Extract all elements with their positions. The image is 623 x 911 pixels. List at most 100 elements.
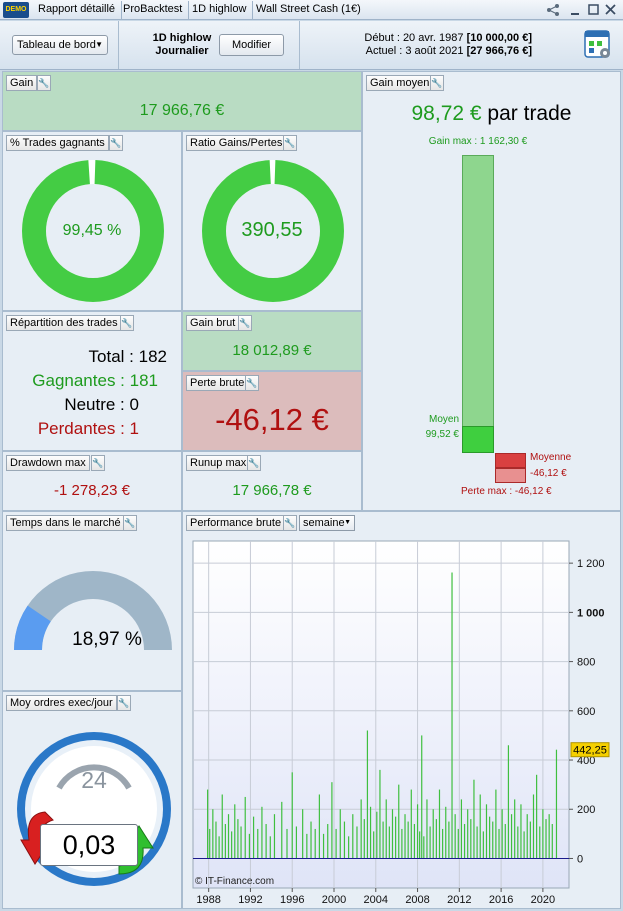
tab-strategy[interactable]: 1D highlow bbox=[186, 1, 254, 19]
win-rate-arc bbox=[22, 160, 164, 302]
modify-button[interactable]: Modifier bbox=[219, 34, 284, 56]
losers-label: Perdantes : bbox=[37, 419, 125, 438]
panel-title: Ratio Gains/Pertes bbox=[186, 135, 287, 151]
time-in-market-panel: Temps dans le marché 🔧 18,97 % bbox=[2, 511, 182, 691]
wrench-icon[interactable]: 🔧 bbox=[123, 515, 137, 531]
wrench-icon[interactable]: 🔧 bbox=[37, 75, 51, 91]
orders-per-day-value: 0,03 bbox=[40, 824, 138, 866]
wrench-icon[interactable]: 🔧 bbox=[283, 515, 297, 531]
wrench-icon[interactable]: 🔧 bbox=[283, 135, 297, 151]
maximize-icon[interactable] bbox=[588, 4, 599, 15]
current-date: 3 août 2021 bbox=[405, 45, 464, 57]
x-tick-label: 2008 bbox=[405, 894, 429, 906]
x-tick-label: 1992 bbox=[238, 894, 262, 906]
average-gain-suffix: par trade bbox=[487, 102, 572, 125]
ratio-value: 390,55 bbox=[241, 219, 303, 241]
max-loss-label: Perte max : -46,12 € bbox=[461, 486, 552, 497]
wrench-icon[interactable]: 🔧 bbox=[245, 375, 259, 391]
share-icon[interactable] bbox=[546, 3, 560, 17]
view-dropdown[interactable]: Tableau de bord ▼ bbox=[12, 35, 108, 55]
x-tick-label: 2012 bbox=[447, 894, 471, 906]
x-tick-label: 2004 bbox=[364, 894, 388, 906]
average-gain-bar bbox=[462, 426, 494, 453]
start-label: Début : bbox=[364, 32, 400, 44]
win-rate-panel: % Trades gagnants 🔧 99,45 % bbox=[2, 131, 182, 311]
chevron-down-icon: ▼ bbox=[95, 40, 103, 49]
gauge-fill bbox=[14, 605, 51, 650]
current-capital: [27 966,76 €] bbox=[466, 45, 532, 57]
performance-chart[interactable]: 0 200 400 600 800 1 000 1 200 1988 1992 1996 2000… bbox=[183, 538, 620, 908]
x-tick-label: 1996 bbox=[280, 894, 304, 906]
period-dropdown-label: semaine bbox=[303, 517, 345, 529]
winners-row: Gagnantes : 181 bbox=[3, 369, 178, 393]
total-label: Total : bbox=[88, 347, 134, 366]
divider bbox=[299, 21, 300, 69]
last-value-marker: 442,25 bbox=[570, 742, 610, 758]
runup-panel: Runup max 🔧 17 966,78 € bbox=[182, 451, 362, 511]
tab-bar: DEMO Rapport détaillé ProBacktest 1D hig… bbox=[0, 0, 623, 20]
average-gain-panel: Gain moyen 🔧 98,72 € par trade Gain max … bbox=[362, 71, 621, 511]
tab-probacktest[interactable]: ProBacktest bbox=[117, 1, 190, 19]
panel-title: Performance brute bbox=[186, 515, 286, 531]
wrench-icon[interactable]: 🔧 bbox=[91, 455, 105, 471]
panel-title: Temps dans le marché bbox=[6, 515, 125, 531]
current-label: Actuel : bbox=[365, 45, 403, 57]
gauge-track bbox=[14, 571, 172, 650]
x-tick-label: 1988 bbox=[196, 894, 220, 906]
plot-area bbox=[192, 540, 570, 889]
average-label: Moyen bbox=[428, 414, 459, 425]
winners-label: Gagnantes : bbox=[32, 371, 125, 390]
wrench-icon[interactable]: 🔧 bbox=[247, 455, 261, 471]
y-tick-label: 1 000 bbox=[577, 607, 605, 619]
start-date: 20 avr. 1987 bbox=[402, 32, 464, 44]
ratio-donut bbox=[202, 160, 344, 302]
tab-instrument[interactable]: Wall Street Cash (1€) bbox=[256, 3, 361, 15]
tab-rapport-detaille[interactable]: Rapport détaillé bbox=[32, 1, 123, 19]
y-tick-label: 200 bbox=[577, 804, 595, 816]
wrench-icon[interactable]: 🔧 bbox=[430, 75, 444, 91]
neutral-value: 0 bbox=[129, 395, 139, 414]
gross-loss-value: -46,12 € bbox=[215, 402, 329, 437]
wrench-icon[interactable]: 🔧 bbox=[238, 315, 252, 331]
x-tick-label: 2020 bbox=[531, 894, 555, 906]
report-settings-icon[interactable] bbox=[583, 29, 613, 61]
max-loss-bar bbox=[495, 468, 526, 483]
losers-value: 1 bbox=[129, 419, 139, 438]
view-dropdown-label: Tableau de bord bbox=[17, 39, 96, 51]
drawdown-panel: Drawdown max 🔧 -1 278,23 € bbox=[2, 451, 182, 511]
wrench-icon[interactable]: 🔧 bbox=[117, 695, 131, 711]
demo-badge: DEMO bbox=[3, 2, 29, 18]
period-info: Début : 20 avr. 1987 [10 000,00 €] Actue… bbox=[330, 32, 532, 58]
clock-number: 24 bbox=[81, 767, 107, 793]
wrench-icon[interactable]: 🔧 bbox=[109, 135, 123, 151]
x-axis: 1988 1992 1996 2000 2004 2008 2012 2016 2020 bbox=[196, 888, 555, 906]
strategy-name: 1D highlow bbox=[152, 32, 212, 44]
total-value: 182 bbox=[138, 347, 167, 366]
grid bbox=[193, 541, 569, 888]
runup-value: 17 966,78 € bbox=[232, 482, 312, 499]
average-loss-label: Moyenne bbox=[530, 452, 572, 463]
distribution-panel: Répartition des trades 🔧 Total : 182 Gag… bbox=[2, 311, 182, 451]
wrench-icon[interactable]: 🔧 bbox=[120, 315, 134, 331]
y-tick-label: 400 bbox=[577, 755, 595, 767]
x-tick-label: 2016 bbox=[489, 894, 513, 906]
period-dropdown[interactable]: semaine ▼ bbox=[299, 515, 355, 531]
drawdown-value: -1 278,23 € bbox=[54, 482, 130, 499]
close-icon[interactable] bbox=[605, 4, 616, 15]
performance-panel: Performance brute 🔧 semaine ▼ 0 200 400 600… bbox=[182, 511, 621, 909]
y-tick-label: 0 bbox=[577, 853, 583, 865]
header-bar: Tableau de bord ▼ 1D highlow Journalier … bbox=[0, 21, 623, 70]
y-tick-label: 1 200 bbox=[577, 558, 605, 570]
neutral-label: Neutre : bbox=[64, 395, 125, 414]
panel-title: Runup max bbox=[186, 455, 251, 471]
time-in-market-gauge bbox=[14, 571, 172, 650]
max-gain-label: Gain max : 1 162,30 € bbox=[428, 136, 528, 147]
minimize-icon[interactable] bbox=[570, 4, 580, 16]
win-rate-donut bbox=[22, 160, 164, 302]
panel-title: Moy ordres exec/jour bbox=[6, 695, 117, 711]
panel-title: Gain moyen bbox=[366, 75, 434, 91]
average-gain-value: 98,72 € bbox=[411, 102, 482, 125]
panel-title: Gain bbox=[6, 75, 38, 91]
time-in-market-value: 18,97 % bbox=[72, 629, 142, 650]
panel-title: Répartition des trades bbox=[6, 315, 122, 331]
